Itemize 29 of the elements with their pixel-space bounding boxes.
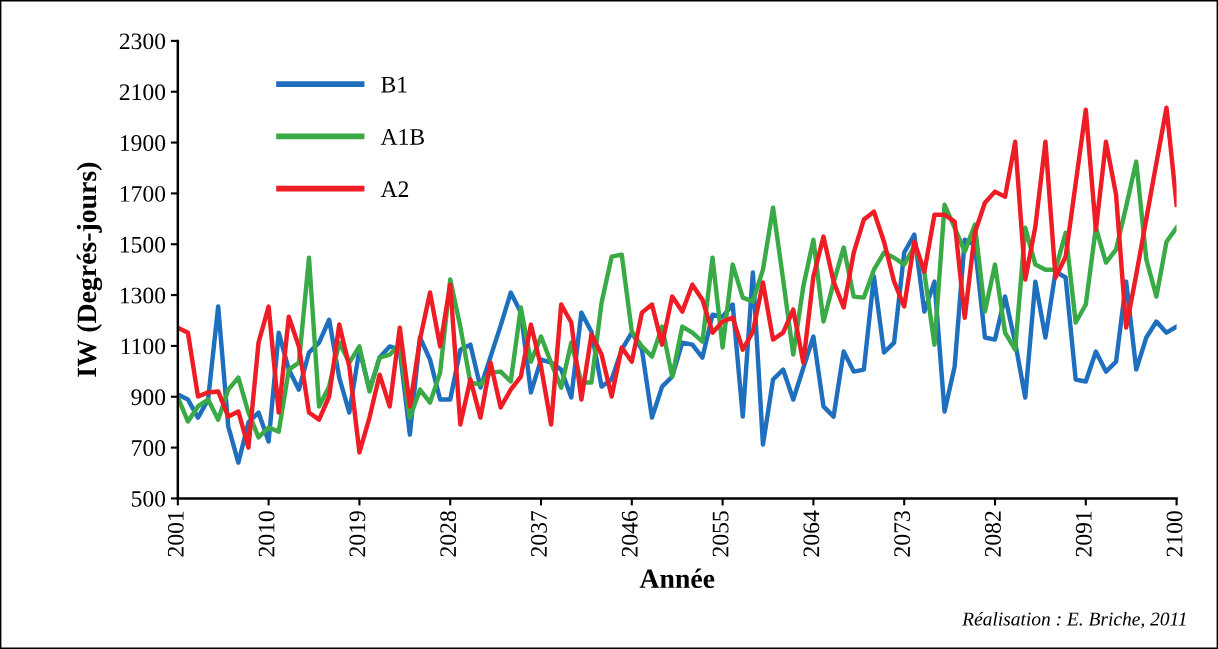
x-tick-label: 2037	[530, 510, 547, 557]
line-series	[177, 105, 1177, 455]
y-tick-label: 2100	[119, 84, 166, 101]
y-tick-label: 1700	[120, 185, 166, 202]
x-tick-label: 2073	[894, 511, 911, 557]
y-tick-label: 700	[132, 440, 166, 457]
y-tick-label: 900	[131, 389, 166, 406]
x-tick-label: 2064	[803, 510, 820, 557]
x-tick-label: 2100	[1166, 511, 1183, 557]
y-tick-label: 1900	[120, 135, 166, 151]
y-tick-label: 1100	[121, 338, 166, 355]
x-tick-label: 2082	[984, 511, 1001, 557]
y-tick-label: 2300	[119, 33, 166, 50]
x-axis-title: Année	[639, 568, 715, 589]
x-tick-label: 2001	[167, 511, 184, 557]
x-tick-label: 2019	[349, 511, 366, 557]
legend-label: A1B	[380, 129, 424, 145]
y-tick-label: 1500	[120, 236, 166, 253]
legend-label: A2	[380, 181, 409, 197]
x-tick-label: 2046	[621, 510, 638, 557]
x-tick-label: 2055	[712, 511, 729, 557]
x-tick-label: 2010	[258, 511, 275, 557]
legend-label: B1	[381, 76, 407, 93]
x-tick-label: 2028	[440, 511, 457, 557]
x-tick-label: 2091	[1075, 511, 1092, 557]
y-tick-label: 1300	[120, 287, 166, 304]
y-tick-label: 500	[131, 490, 166, 507]
text: Réalisation : E. Briche, 2011	[962, 611, 1186, 629]
y-axis-title: IW (Degrés-jours)	[76, 162, 103, 377]
